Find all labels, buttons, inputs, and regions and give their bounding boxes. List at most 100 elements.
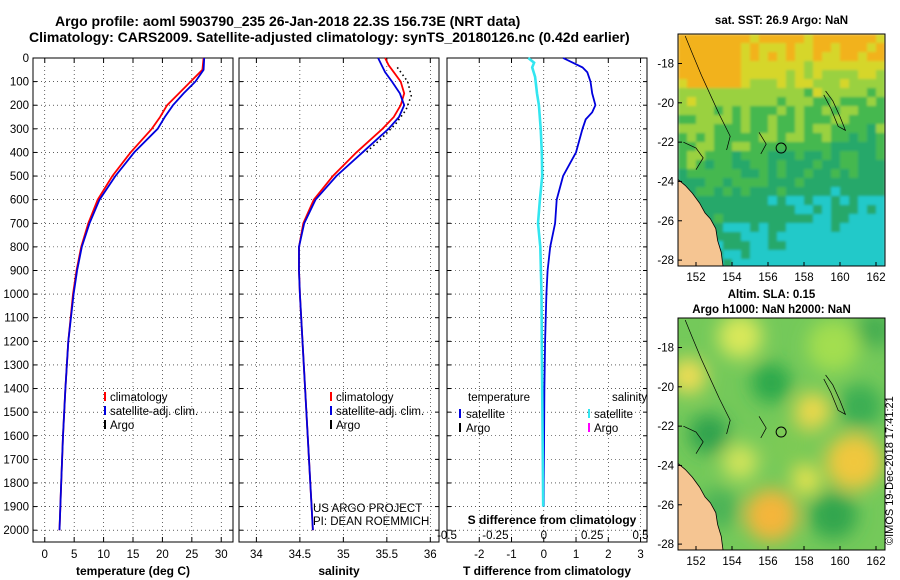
- legend-label: Argo: [466, 423, 490, 435]
- legend-label: satellite: [466, 409, 505, 421]
- x-tick-label: 35.5: [376, 549, 398, 561]
- salinity-profile-panel: 34 34.5 35 35.5 36 salinity: [238, 57, 440, 578]
- x-tick-label: 1: [573, 549, 579, 561]
- y-tick-label: 1400: [3, 384, 29, 396]
- coast-contour: [823, 90, 847, 132]
- coast-contour: [684, 319, 731, 435]
- x-tick-label-top: -0.25: [482, 530, 508, 542]
- x-axis-label-top: S difference from climatology: [468, 513, 637, 527]
- legend-label: climatology: [336, 392, 394, 404]
- x-tick-label: 34.5: [289, 549, 311, 561]
- y-tick-label: -24: [657, 176, 674, 188]
- x-tick-label: 15: [127, 549, 140, 561]
- coast-contour: [683, 425, 704, 454]
- y-tick-label: 1600: [3, 431, 29, 443]
- y-tick-label: -28: [657, 539, 674, 551]
- argo-position-marker: [775, 142, 787, 154]
- y-tick-label: 1900: [3, 502, 29, 514]
- x-tick-label: 160: [830, 272, 849, 284]
- series-line-dotted-profile: [365, 66, 413, 153]
- sst-map-panel: 152 154 156 158 160 162 -18 -20 -22 -24 -26 -28 sat.…: [657, 15, 885, 284]
- imos-stamp: ©IMOS 19-Dec-2018 17:41:21: [884, 396, 896, 545]
- y-tick-label: 700: [10, 218, 29, 230]
- x-tick-label: 154: [722, 272, 742, 284]
- legend-title: salinity: [612, 392, 647, 404]
- legend: climatology satellite-adj. clim. Argo: [330, 392, 424, 432]
- y-tick-label: -18: [657, 58, 674, 70]
- sla-map-panel: 152 154 156 158 160 162 -18 -20 -22 -24 -26 -28 Alti…: [657, 289, 886, 568]
- y-tick-label: 1100: [4, 313, 29, 325]
- y-tick-label: 400: [10, 147, 29, 159]
- y-tick-label: -22: [657, 137, 674, 149]
- map-panels: 152 154 156 158 160 162 -18 -20 -22 -24 -26 -28 sat.…: [657, 15, 886, 568]
- title-line-1: Argo profile: aoml 5903790_235 26-Jan-20…: [55, 13, 521, 29]
- map-frame: [677, 33, 886, 267]
- y-tick-label: -22: [657, 421, 674, 433]
- land-mass: [678, 462, 724, 550]
- legend-label: Argo: [336, 420, 360, 432]
- x-tick-label: 0: [541, 549, 547, 561]
- x-tick-label: 156: [758, 272, 777, 284]
- map-frame: [677, 317, 886, 551]
- temperature-profile-panel: 0100200300400500600700800900100011001200…: [3, 53, 234, 578]
- y-tick-label: 800: [10, 242, 29, 254]
- series-line-satellite-adj-clim-: [58, 57, 206, 531]
- legend-title: temperature: [468, 392, 530, 404]
- coast-contour: [758, 416, 767, 439]
- x-tick-label: 30: [215, 549, 228, 561]
- legend-label: climatology: [110, 392, 168, 404]
- series-line-satellite-adj-clim-: [298, 57, 406, 531]
- x-tick-label: 10: [97, 549, 110, 561]
- y-tick-label: -20: [657, 382, 674, 394]
- x-tick-label: 156: [758, 556, 777, 568]
- x-tick-label-top: 0.25: [581, 530, 603, 542]
- coast-contour: [684, 35, 731, 151]
- x-tick-label-top: 0: [541, 530, 547, 542]
- y-tick-label: 1800: [3, 478, 29, 490]
- x-axis-label: salinity: [318, 564, 360, 578]
- coast-contour: [683, 141, 704, 170]
- difference-profile-panel: -2 -1 0 1 2 3 T difference from climatology: [446, 56, 648, 578]
- y-tick-label: 1200: [3, 336, 29, 348]
- axes-frame: [238, 57, 440, 543]
- x-tick-label: 34: [250, 549, 263, 561]
- y-tick-label: -28: [657, 255, 674, 267]
- y-tick-label: -24: [657, 460, 674, 472]
- y-tick-label: -18: [657, 342, 674, 354]
- x-tick-label: 162: [866, 556, 885, 568]
- coast-contour: [823, 374, 847, 416]
- x-tick-label: 5: [71, 549, 77, 561]
- x-tick-label: 20: [156, 549, 169, 561]
- map-title: Altim. SLA: 0.15: [728, 289, 816, 301]
- annotation-text: US ARGO PROJECT: [313, 503, 422, 515]
- y-tick-label: 200: [10, 100, 29, 112]
- x-tick-label: 162: [866, 272, 885, 284]
- x-tick-label: 3: [637, 549, 643, 561]
- y-tick-label: -26: [657, 500, 674, 512]
- y-tick-label: 2000: [3, 525, 29, 537]
- land-mass: [678, 178, 724, 266]
- map-subtitle: Argo h1000: NaN h2000: NaN: [692, 304, 851, 316]
- y-tick-label: 1000: [3, 289, 29, 301]
- argo-position-marker: [775, 426, 787, 438]
- legend-label: Argo: [594, 423, 618, 435]
- x-axis-label: temperature (deg C): [76, 564, 190, 578]
- x-axis-label: T difference from climatology: [463, 564, 631, 578]
- title-line-2: Climatology: CARS2009. Satellite-adjuste…: [29, 29, 630, 45]
- y-tick-label: 900: [10, 265, 29, 277]
- x-tick-label-top: 0.5: [633, 530, 649, 542]
- x-tick-label: 160: [830, 556, 849, 568]
- legend-label: Argo: [110, 420, 134, 432]
- legend-label: satellite-adj. clim.: [336, 406, 424, 418]
- x-tick-label: 158: [794, 272, 813, 284]
- y-tick-label: 1300: [3, 360, 29, 372]
- x-tick-label: -2: [474, 549, 484, 561]
- x-tick-label: 36: [424, 549, 437, 561]
- x-tick-label: 25: [185, 549, 198, 561]
- series-line-temperature-satellite: [542, 57, 597, 507]
- x-tick-label: 2: [605, 549, 611, 561]
- axes-frame: [446, 57, 648, 543]
- legend: temperature salinity satellite Argo satellit…: [437, 392, 648, 542]
- x-tick-label-top: -0.5: [437, 530, 457, 542]
